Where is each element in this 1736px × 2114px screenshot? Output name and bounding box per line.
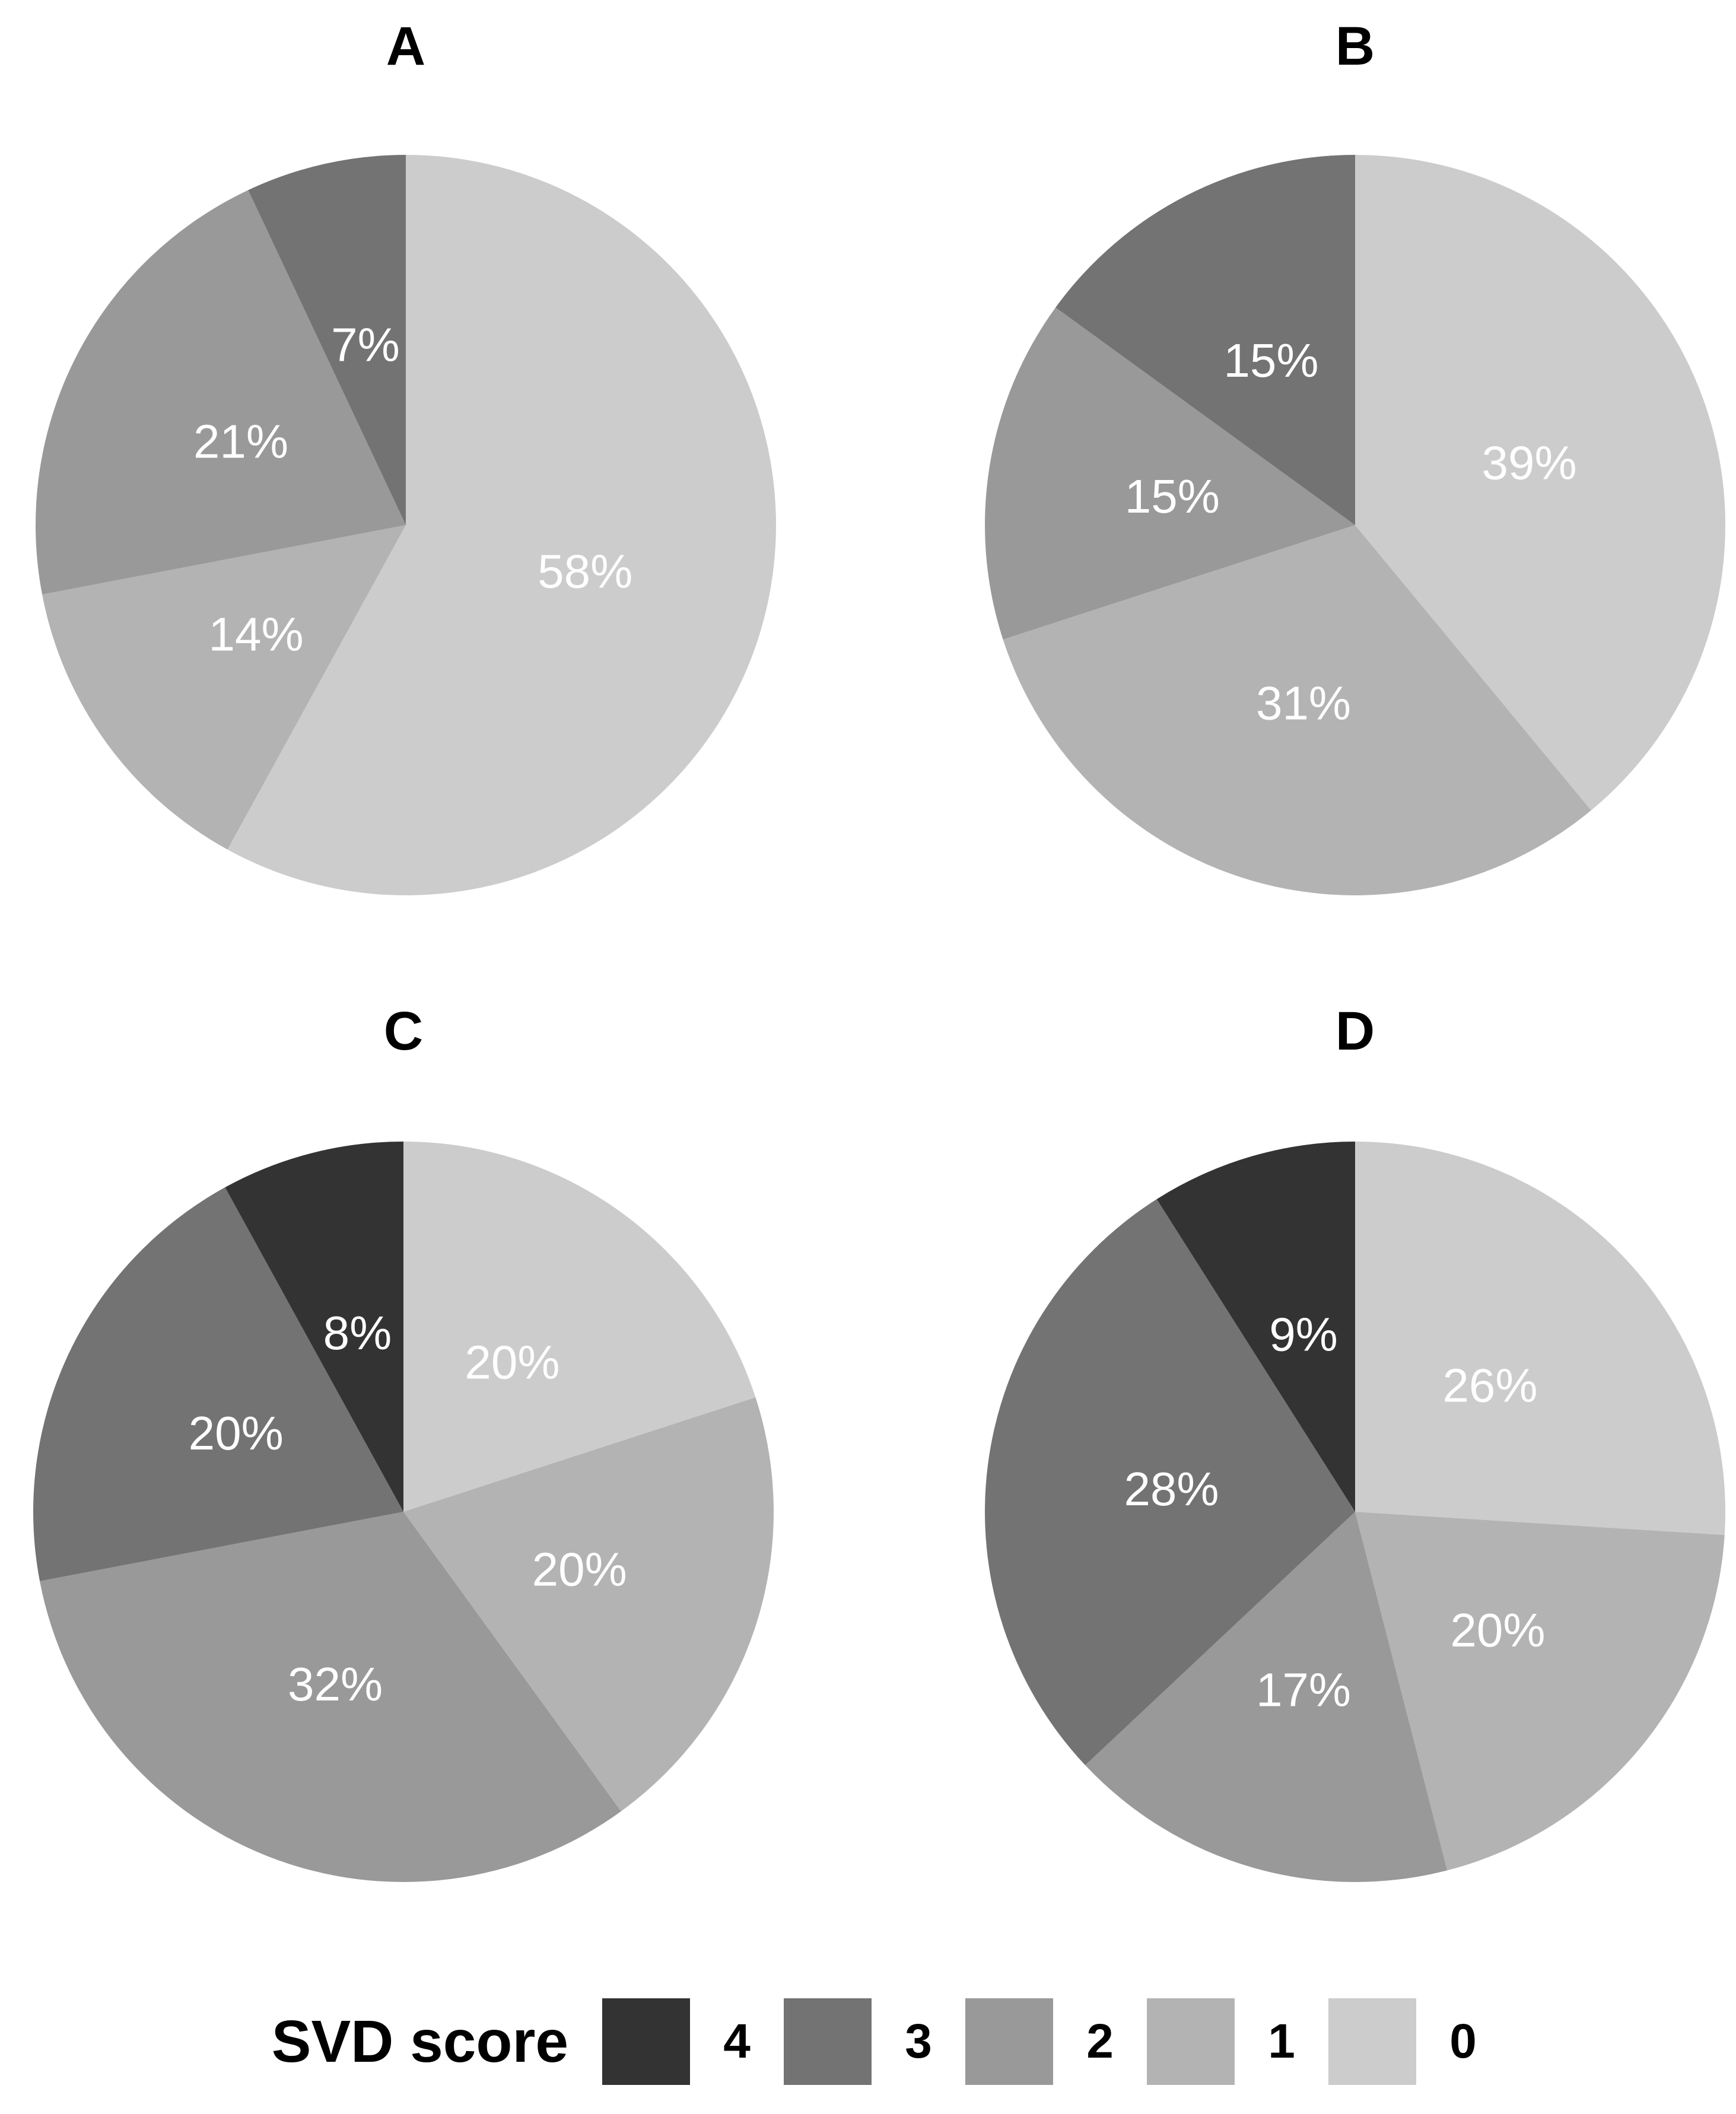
pie-C-slice-score-3: [33, 1187, 403, 1581]
pie-B-label-score-2: 15%: [1125, 470, 1220, 523]
pie-C-slice-score-4: [225, 1142, 403, 1512]
pie-D-label-score-4: 9%: [1269, 1308, 1338, 1360]
legend-swatch-1: [1147, 1998, 1235, 2085]
legend-value-1: 1: [1268, 2014, 1295, 2068]
panel-title-c: C: [383, 1001, 424, 1061]
legend-item-4: 4: [602, 1998, 784, 2085]
legend-swatch-4: [602, 1998, 690, 2085]
legend-items: 4 3 2 1 0: [602, 1998, 1510, 2085]
legend-item-1: 1: [1147, 1998, 1328, 2085]
legend-swatch-0: [1328, 1998, 1416, 2085]
legend-swatch-3: [784, 1998, 872, 2085]
legend-value-2: 2: [1086, 2014, 1114, 2068]
pie-B-slice-score-3: [1055, 155, 1355, 525]
pie-D-label-score-2: 17%: [1256, 1664, 1351, 1716]
pie-A-label-score-0: 58%: [538, 545, 632, 598]
pie-B-slice-score-2: [984, 307, 1355, 640]
pie-B-slice-score-1: [1003, 525, 1591, 895]
pie-D-slice-score-0: [1355, 1142, 1726, 1536]
pie-chart-b: 39% 31% 15% 15%: [984, 155, 1725, 895]
pie-D-label-score-1: 20%: [1450, 1604, 1545, 1657]
panel-title-d: D: [1335, 1001, 1375, 1061]
panel-title-b: B: [1335, 16, 1375, 77]
pie-chart-c: 20% 20% 32% 20% 8%: [33, 1142, 774, 1883]
pie-C-slice-score-2: [40, 1512, 621, 1883]
pie-C-slice-score-1: [403, 1397, 774, 1811]
pie-A-slice-score-0: [227, 155, 776, 895]
pie-C-slice-score-0: [403, 1142, 756, 1512]
legend-swatch-2: [965, 1998, 1053, 2085]
legend-title: SVD score: [271, 2008, 568, 2075]
pie-D-label-score-3: 28%: [1124, 1463, 1219, 1515]
pie-C-label-score-0: 20%: [465, 1336, 559, 1389]
pie-C-label-score-2: 32%: [288, 1658, 383, 1711]
pie-chart-d: 26% 20% 17% 28% 9%: [984, 1142, 1726, 1883]
pie-chart-a: 58% 14% 21% 7%: [35, 155, 776, 895]
pie-D-slice-score-3: [984, 1199, 1355, 1766]
pie-A-slice-score-3: [248, 155, 406, 525]
pie-C-label-score-3: 20%: [189, 1407, 284, 1460]
pie-B-slice-score-0: [1355, 155, 1725, 810]
pie-D-slice-score-1: [1355, 1512, 1725, 1871]
pie-A-label-score-1: 14%: [209, 608, 304, 660]
legend-item-3: 3: [784, 1998, 965, 2085]
pie-B-label-score-0: 39%: [1482, 436, 1577, 489]
pie-C-label-score-4: 8%: [323, 1306, 392, 1359]
pie-D-label-score-0: 26%: [1442, 1359, 1537, 1412]
legend-value-0: 0: [1449, 2014, 1477, 2068]
legend-value-4: 4: [723, 2014, 751, 2068]
pie-B-label-score-3: 15%: [1223, 334, 1318, 387]
pie-A-slice-score-1: [42, 525, 406, 850]
panel-title-a: A: [386, 16, 426, 77]
pie-A-label-score-2: 21%: [193, 415, 288, 468]
pie-A-slice-score-2: [35, 190, 406, 595]
legend-item-0: 0: [1328, 1998, 1510, 2085]
pie-D-slice-score-2: [1085, 1512, 1448, 1883]
legend-value-3: 3: [905, 2014, 932, 2068]
pie-B-label-score-1: 31%: [1256, 677, 1351, 730]
pie-C-label-score-1: 20%: [532, 1543, 627, 1595]
pie-D-slice-score-4: [1156, 1142, 1355, 1512]
legend-item-2: 2: [965, 1998, 1147, 2085]
legend: SVD score 4 3 2 1 0: [0, 1998, 1736, 2085]
pie-A-label-score-3: 7%: [331, 319, 400, 371]
